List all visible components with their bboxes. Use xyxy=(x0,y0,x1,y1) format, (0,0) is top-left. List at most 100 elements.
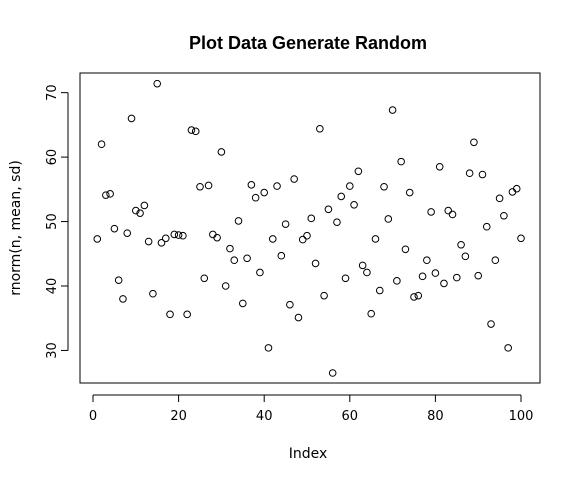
data-point xyxy=(397,157,405,166)
data-point xyxy=(110,224,119,233)
data-point xyxy=(495,194,504,203)
data-point xyxy=(273,182,281,190)
data-point xyxy=(281,220,290,228)
y-axis: 30 40 50 60 70 xyxy=(45,84,69,359)
data-point xyxy=(264,344,273,352)
x-tick-label: 20 xyxy=(170,409,187,424)
data-point xyxy=(444,206,453,215)
data-point xyxy=(350,201,358,209)
data-point xyxy=(157,239,166,247)
y-tick-label: 60 xyxy=(45,149,60,166)
data-point xyxy=(504,344,512,352)
data-point xyxy=(401,245,410,254)
data-point xyxy=(221,282,230,290)
data-point xyxy=(191,127,200,136)
data-point xyxy=(97,140,106,149)
data-point xyxy=(161,234,170,243)
x-axis: 0 20 40 60 80 100 xyxy=(89,394,534,424)
data-point xyxy=(166,310,174,319)
data-point xyxy=(375,286,384,295)
data-point xyxy=(132,206,140,215)
data-point xyxy=(423,256,431,265)
data-point xyxy=(482,222,491,231)
data-point xyxy=(286,300,294,309)
data-point xyxy=(512,184,521,193)
data-point xyxy=(102,191,110,199)
data-point xyxy=(500,211,508,220)
data-point xyxy=(367,309,376,318)
data-point xyxy=(119,295,127,303)
data-point xyxy=(226,244,234,253)
data-point xyxy=(204,181,213,190)
data-point xyxy=(174,231,183,239)
data-point xyxy=(354,167,363,176)
y-tick-label: 40 xyxy=(45,278,60,295)
data-point xyxy=(93,235,102,243)
data-point xyxy=(517,234,525,243)
plot-area-frame xyxy=(79,72,541,384)
data-point xyxy=(123,229,132,237)
data-point xyxy=(453,273,461,282)
data-point xyxy=(418,272,427,281)
data-point xyxy=(358,261,367,270)
chart-title: Plot Data Generate Random xyxy=(189,33,427,53)
data-point xyxy=(106,190,114,198)
data-point xyxy=(388,106,397,114)
data-point xyxy=(230,256,239,265)
data-point xyxy=(170,230,179,239)
data-point xyxy=(414,291,423,300)
data-point xyxy=(217,148,226,156)
data-point xyxy=(149,289,157,298)
data-point xyxy=(470,138,478,147)
data-point xyxy=(328,369,337,377)
data-point xyxy=(487,320,495,328)
data-point xyxy=(247,181,256,189)
x-tick-label: 80 xyxy=(427,409,444,424)
data-point xyxy=(384,215,393,223)
data-point xyxy=(474,271,483,280)
x-axis-label: Index xyxy=(289,446,328,462)
data-point xyxy=(461,252,470,261)
data-point xyxy=(127,114,136,123)
y-axis-label: rnorm(n, mean, sd) xyxy=(8,160,24,296)
data-point xyxy=(140,201,149,210)
data-point xyxy=(144,237,153,246)
data-point xyxy=(478,170,487,179)
data-point xyxy=(136,209,144,217)
data-point xyxy=(153,79,161,88)
data-point xyxy=(324,205,333,214)
data-point xyxy=(187,126,196,134)
data-point xyxy=(337,192,346,201)
data-point xyxy=(346,182,354,190)
data-point xyxy=(371,235,380,243)
data-point xyxy=(393,277,401,285)
x-tick-label: 100 xyxy=(509,409,534,424)
data-point xyxy=(333,218,341,226)
data-point xyxy=(213,233,221,242)
data-point xyxy=(303,231,311,240)
data-point xyxy=(320,291,328,300)
data-point xyxy=(256,268,264,277)
data-point xyxy=(491,256,500,265)
data-point xyxy=(316,124,324,133)
data-point xyxy=(268,235,277,243)
data-point xyxy=(380,182,388,191)
data-point xyxy=(311,259,320,268)
data-point xyxy=(290,175,298,183)
data-point xyxy=(457,240,465,249)
data-point xyxy=(341,274,350,283)
y-tick-label: 30 xyxy=(45,342,60,359)
x-tick-label: 0 xyxy=(89,409,97,424)
y-tick-label: 70 xyxy=(45,84,60,101)
data-point xyxy=(307,214,316,223)
data-point xyxy=(294,313,303,322)
data-point xyxy=(260,188,269,197)
data-point xyxy=(251,193,260,202)
data-points xyxy=(93,79,525,377)
data-point xyxy=(465,169,474,178)
data-point xyxy=(114,276,123,285)
x-tick-label: 60 xyxy=(342,409,359,424)
data-point xyxy=(431,269,440,277)
x-tick-label: 40 xyxy=(256,409,273,424)
